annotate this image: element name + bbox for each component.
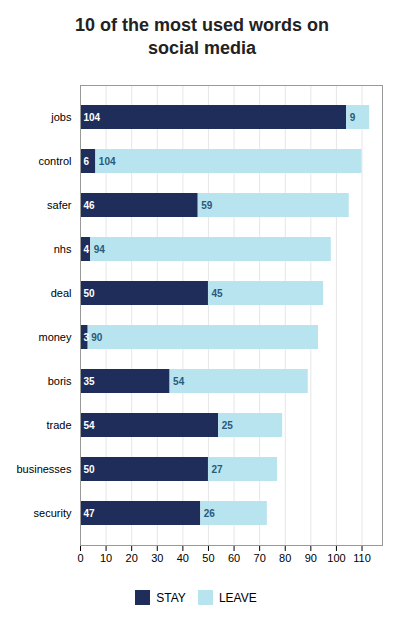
svg-text:3: 3 [84,332,90,343]
svg-text:50: 50 [84,464,96,475]
svg-text:deal: deal [51,287,72,299]
svg-text:25: 25 [222,420,234,431]
svg-text:jobs: jobs [50,111,72,123]
svg-text:46: 46 [84,200,96,211]
svg-text:trade: trade [46,419,71,431]
svg-text:54: 54 [173,376,185,387]
svg-text:boris: boris [48,375,72,387]
svg-text:80: 80 [279,552,291,564]
svg-text:0: 0 [77,552,83,564]
svg-text:10: 10 [100,552,112,564]
svg-text:54: 54 [84,420,96,431]
svg-text:104: 104 [84,112,101,123]
svg-text:45: 45 [211,288,223,299]
svg-text:110: 110 [353,552,371,564]
svg-text:90: 90 [305,552,317,564]
svg-text:6: 6 [84,156,90,167]
svg-text:control: control [38,155,71,167]
svg-text:100: 100 [327,552,345,564]
svg-text:20: 20 [126,552,138,564]
svg-text:safer: safer [47,199,72,211]
svg-text:35: 35 [84,376,96,387]
svg-text:businesses: businesses [16,463,72,475]
svg-text:90: 90 [91,332,103,343]
svg-text:60: 60 [228,552,240,564]
html-text:LEAVE: LEAVE [218,590,257,605]
html-text:STAY: STAY [156,590,186,605]
svg-text:104: 104 [99,156,116,167]
svg-text:94: 94 [94,244,106,255]
svg-text:26: 26 [204,508,216,519]
html-text:10 of the most used words on s: 10 of the most used words on social medi… [75,15,329,58]
svg-text:50: 50 [84,288,96,299]
svg-text:4: 4 [84,244,90,255]
svg-text:27: 27 [211,464,223,475]
svg-text:59: 59 [201,200,213,211]
svg-text:nhs: nhs [54,243,72,255]
svg-text:50: 50 [202,552,214,564]
svg-text:70: 70 [254,552,266,564]
svg-text:money: money [38,331,72,343]
svg-text:47: 47 [84,508,96,519]
svg-text:40: 40 [177,552,189,564]
svg-text:security: security [34,507,72,519]
svg-text:30: 30 [151,552,163,564]
svg-text:9: 9 [350,112,356,123]
